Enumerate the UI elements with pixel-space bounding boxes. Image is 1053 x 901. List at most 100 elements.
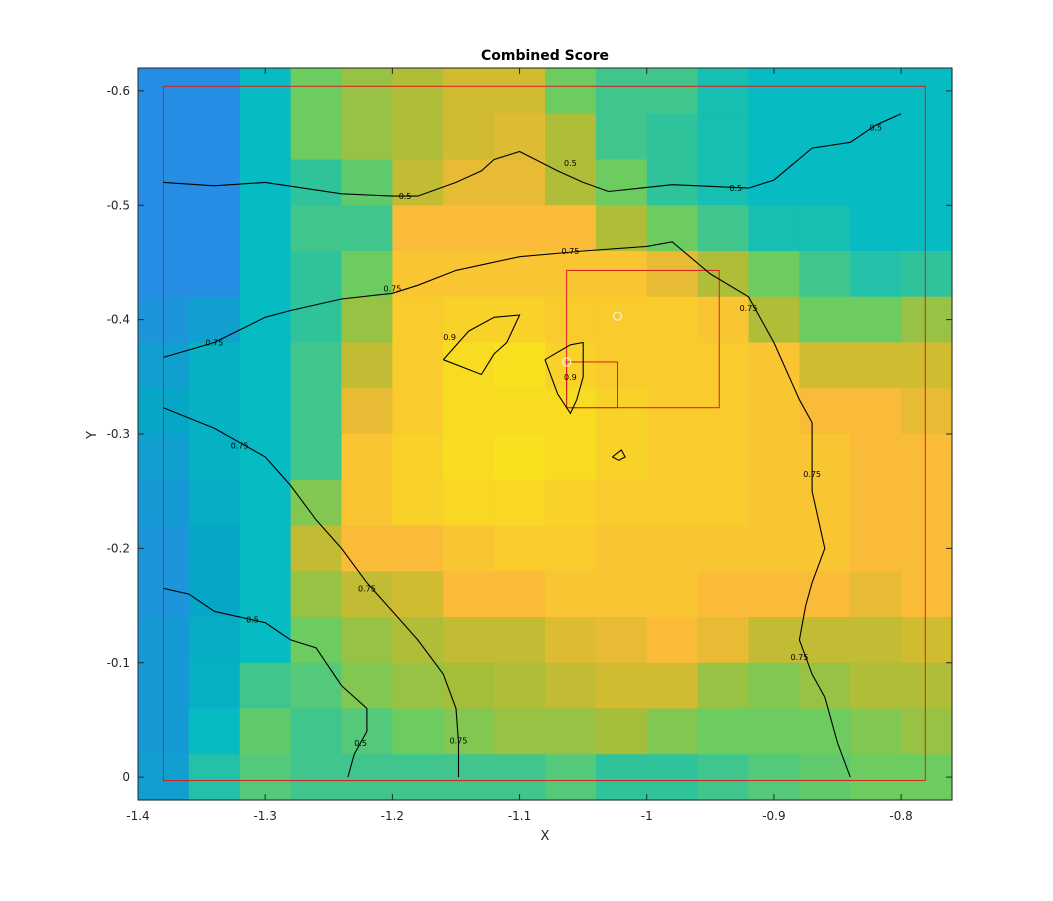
heatmap-cell (646, 68, 699, 115)
heatmap-cell (748, 159, 800, 206)
heatmap-cell (392, 708, 444, 755)
heatmap-cell (188, 68, 241, 115)
contour-label: 0.75 (205, 339, 223, 348)
heatmap-cell (850, 296, 902, 344)
heatmap-cell (290, 662, 343, 710)
x-axis-label: X (541, 829, 550, 844)
contour-line (442, 314, 521, 376)
heatmap-cell (646, 296, 699, 344)
contour-line (163, 241, 851, 778)
heatmap-cell (850, 754, 902, 801)
heatmap-cell (697, 159, 750, 206)
heatmap-cell (697, 754, 750, 801)
heatmap-cell (646, 617, 699, 664)
heatmap-cell (290, 68, 343, 115)
heatmap-cell (290, 525, 343, 572)
heatmap-cell (239, 479, 292, 527)
heatmap-cell (748, 525, 800, 572)
heatmap-cell (494, 708, 546, 755)
heatmap-cell (443, 754, 495, 801)
heatmap-cell (850, 251, 902, 298)
heatmap-cell (494, 754, 546, 801)
heatmap-cell (392, 68, 444, 115)
heatmap-cell (850, 662, 902, 710)
heatmap-cell (494, 68, 546, 115)
heatmap-cell (646, 159, 699, 206)
heatmap-cell (290, 479, 343, 527)
heatmap-cell (850, 617, 902, 664)
heatmap-cell (545, 68, 597, 115)
heatmap-cell (290, 342, 343, 389)
contour-label: 0.75 (803, 470, 821, 479)
heatmap-cell (443, 113, 495, 161)
heatmap-cell (799, 388, 851, 435)
y-axis-label: Y (85, 431, 100, 440)
heatmap-cell (341, 251, 393, 298)
heatmap-cell (595, 617, 648, 664)
x-tick-label: -1 (641, 809, 653, 823)
heatmap-cell (799, 205, 851, 252)
heatmap-cell (290, 296, 343, 344)
heatmap-cell (748, 251, 800, 298)
heatmap-cell (697, 342, 750, 389)
heatmap-cell (646, 754, 699, 801)
heatmap-cell (188, 342, 241, 389)
x-tick-label: -1.3 (253, 809, 276, 823)
heatmap-cell (494, 434, 546, 481)
heatmap-cell (290, 617, 343, 664)
heatmap-cell (341, 68, 393, 115)
contour-label: 0.5 (564, 159, 577, 168)
heatmap-cell (290, 754, 343, 801)
heatmap-cell (697, 617, 750, 664)
heatmap-cell (392, 525, 444, 572)
heatmap-cell (595, 251, 648, 298)
heatmap-cell (901, 296, 953, 344)
heatmap-cell (494, 251, 546, 298)
heatmap-cell (545, 342, 597, 389)
heatmap-cell (545, 479, 597, 527)
heatmap-cell (595, 571, 648, 618)
contour-line (163, 587, 368, 778)
heatmap-cell (901, 754, 953, 801)
heatmap-cell (595, 662, 648, 710)
heatmap-cell (901, 525, 953, 572)
heatmap-cell (748, 296, 800, 344)
heatmap-cell (901, 617, 953, 664)
heatmap-cell (901, 205, 953, 252)
heatmap-cell (188, 251, 241, 298)
heatmap-cell (443, 205, 495, 252)
heatmap-cell (392, 251, 444, 298)
heatmap-cell (188, 159, 241, 206)
contour-label: 0.75 (383, 285, 401, 294)
heatmap-cell (850, 571, 902, 618)
y-tick-label: -0.2 (107, 541, 130, 555)
heatmap-cell (850, 434, 902, 481)
x-tick-label: -0.9 (762, 809, 785, 823)
heatmap-cell (290, 159, 343, 206)
heatmap-cell (341, 479, 393, 527)
heatmap-cell (239, 113, 292, 161)
contour-label: 0.9 (564, 373, 577, 382)
heatmap-cell (494, 342, 546, 389)
marker-circle (612, 311, 623, 321)
heatmap-cell (341, 571, 393, 618)
heatmap-cell (901, 708, 953, 755)
heatmap-cell (341, 296, 393, 344)
heatmap-cell (239, 68, 292, 115)
heatmap-cell (239, 571, 292, 618)
heatmap-cell (697, 205, 750, 252)
heatmap-cell (239, 251, 292, 298)
heatmap-cell (697, 479, 750, 527)
boundary-rect (162, 85, 926, 782)
heatmap-cell (239, 662, 292, 710)
heatmap-cell (799, 68, 851, 115)
heatmap-cell (443, 708, 495, 755)
heatmap-cell (188, 296, 241, 344)
heatmap-cell (494, 388, 546, 435)
contour-line (544, 341, 584, 415)
heatmap-cell (748, 571, 800, 618)
y-axis-ticks: -0.6 -0.5 -0.4 -0.3 -0.2 -0.1 0 (107, 84, 952, 784)
contour-label: 0.75 (790, 653, 808, 662)
heatmap-cell (392, 754, 444, 801)
heatmap-cell (901, 662, 953, 710)
